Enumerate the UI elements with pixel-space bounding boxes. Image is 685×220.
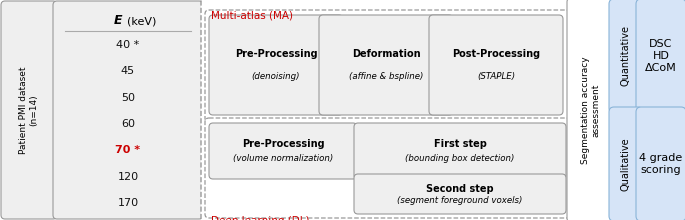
FancyBboxPatch shape	[319, 15, 453, 115]
FancyBboxPatch shape	[209, 15, 343, 115]
FancyBboxPatch shape	[429, 15, 563, 115]
FancyBboxPatch shape	[609, 0, 643, 113]
FancyBboxPatch shape	[354, 174, 566, 214]
FancyBboxPatch shape	[0, 0, 206, 220]
Text: Pre-Processing: Pre-Processing	[242, 139, 324, 149]
FancyBboxPatch shape	[53, 1, 203, 219]
Text: Deformation: Deformation	[351, 49, 421, 59]
Text: 170: 170	[117, 198, 138, 208]
FancyBboxPatch shape	[567, 0, 615, 220]
Text: E: E	[114, 15, 122, 28]
Text: 4 grade
scoring: 4 grade scoring	[639, 153, 683, 175]
Text: First step: First step	[434, 139, 486, 149]
FancyBboxPatch shape	[609, 107, 643, 220]
Text: (STAPLE): (STAPLE)	[477, 72, 515, 81]
Text: (volume normalization): (volume normalization)	[233, 154, 333, 163]
FancyBboxPatch shape	[636, 0, 685, 113]
Text: 45: 45	[121, 66, 135, 76]
Text: Qualitative: Qualitative	[621, 137, 631, 191]
Text: Segmentation accuracy
assessment: Segmentation accuracy assessment	[582, 56, 601, 164]
FancyBboxPatch shape	[209, 123, 357, 179]
FancyBboxPatch shape	[354, 123, 566, 179]
Text: 50: 50	[121, 93, 135, 103]
Text: (bounding box detection): (bounding box detection)	[406, 154, 514, 163]
Text: (affine & bspline): (affine & bspline)	[349, 72, 423, 81]
Text: Patient PMI dataset
(n=14): Patient PMI dataset (n=14)	[19, 66, 38, 154]
Text: Second step: Second step	[426, 184, 494, 194]
Text: (keV): (keV)	[127, 16, 157, 26]
Text: Post-Processing: Post-Processing	[452, 49, 540, 59]
Text: 40 *: 40 *	[116, 40, 140, 50]
FancyBboxPatch shape	[205, 118, 570, 218]
FancyBboxPatch shape	[205, 10, 570, 122]
Text: Quantitative: Quantitative	[621, 26, 631, 86]
Text: 120: 120	[117, 172, 138, 182]
Text: 60: 60	[121, 119, 135, 129]
FancyBboxPatch shape	[636, 107, 685, 220]
Text: (segment foreground voxels): (segment foreground voxels)	[397, 196, 523, 205]
FancyBboxPatch shape	[1, 1, 57, 219]
Text: Pre-Processing: Pre-Processing	[235, 49, 317, 59]
FancyBboxPatch shape	[201, 0, 574, 220]
Text: Multi-atlas (MA): Multi-atlas (MA)	[211, 10, 293, 20]
Text: Deep learning (DL): Deep learning (DL)	[211, 216, 310, 220]
Text: 70 *: 70 *	[116, 145, 140, 155]
Text: DSC
HD
ΔCoM: DSC HD ΔCoM	[645, 39, 677, 73]
Text: (denoising): (denoising)	[252, 72, 300, 81]
